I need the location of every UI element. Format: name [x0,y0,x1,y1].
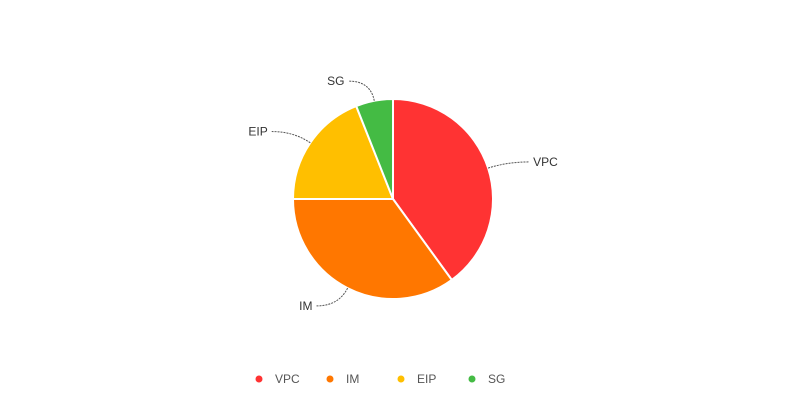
pie-slice-im[interactable] [291,198,454,300]
legend-marker-eip [397,375,405,383]
leader-line-eip [271,131,311,144]
pie-slices [291,97,494,300]
legend-label-eip: EIP [417,372,436,386]
legend-marker-vpc [255,375,263,383]
leader-line-sg [348,80,375,101]
pie-slice-vpc[interactable] [392,97,494,282]
slice-label-im: IM [299,299,312,313]
legend-marker-im [326,375,334,383]
legend-item-vpc[interactable]: VPC [255,372,301,386]
slice-label-sg: SG [327,74,344,88]
leader-line-vpc [487,161,530,169]
legend: VPC IM EIP SG [255,372,506,386]
pie-slice-labels: VPC IM EIP SG [248,74,558,313]
legend-item-im[interactable]: IM [326,372,360,386]
legend-item-eip[interactable]: EIP [397,372,437,386]
pie-slice-sg[interactable] [354,97,394,200]
pie-label-leaders [271,80,530,307]
legend-item-sg[interactable]: SG [468,372,506,386]
legend-label-vpc: VPC [275,372,300,386]
leader-line-im [316,287,349,307]
pie-slice-eip[interactable] [291,104,395,200]
legend-marker-sg [468,375,476,383]
slice-label-vpc: VPC [533,155,558,169]
slice-label-eip: EIP [248,125,267,139]
legend-label-im: IM [346,372,359,386]
legend-label-sg: SG [488,372,505,386]
